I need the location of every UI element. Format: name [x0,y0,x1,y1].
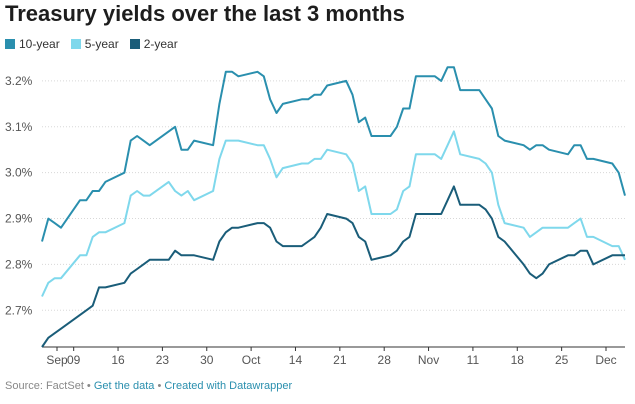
legend-swatch-2-year [129,39,140,49]
legend-item-2-year: 2-year [129,37,178,51]
legend-label-10-year: 10-year [19,37,60,51]
legend-swatch-10-year [5,39,15,49]
x-tick-label: 28 [378,353,392,367]
legend-swatch-5-year [70,39,81,49]
y-tick-label: 3.2% [5,74,33,88]
x-tick-label: Dec [595,353,616,367]
x-tick-label: 21 [333,353,347,367]
x-tick-label: Oct [242,353,261,367]
y-tick-label: 3.1% [5,120,33,134]
series-line-10-year [41,66,626,242]
x-tick-label: Sep [46,353,68,367]
x-tick-label: 11 [467,353,480,367]
x-tick-label: 09 [67,353,81,367]
get-data-link[interactable]: Get the data [93,380,155,392]
legend-item-5-year: 5-year [70,37,119,51]
series-line-2-year [41,185,625,348]
legend-label-2-year: 2-year [143,37,178,51]
y-tick-label: 2.7% [5,303,33,317]
y-tick-label: 2.8% [5,257,33,271]
x-tick-label: 14 [289,353,303,367]
chart-title: Treasury yields over the last 3 months [5,1,405,26]
y-tick-label: 2.9% [5,212,33,226]
source-label: Source: FactSet [5,380,84,392]
legend-item-10-year: 10-year [5,37,60,51]
x-tick-label: 30 [200,353,214,367]
footer: Source: FactSet • Get the data • Created… [5,380,292,392]
footer-separator: • [83,380,94,392]
x-tick-label: 25 [555,353,569,367]
x-tick-label: 16 [111,353,125,367]
x-tick-label: Nov [418,353,439,367]
datawrapper-link[interactable]: Created with Datawrapper [164,380,293,392]
legend-label-5-year: 5-year [84,37,119,51]
series-line-5-year [41,130,626,297]
footer-separator: • [154,380,165,392]
legend: 10-year 5-year 2-year [5,36,189,52]
x-tick-label: 23 [156,353,170,367]
y-tick-label: 3.0% [5,166,33,180]
x-tick-label: 18 [511,353,525,367]
